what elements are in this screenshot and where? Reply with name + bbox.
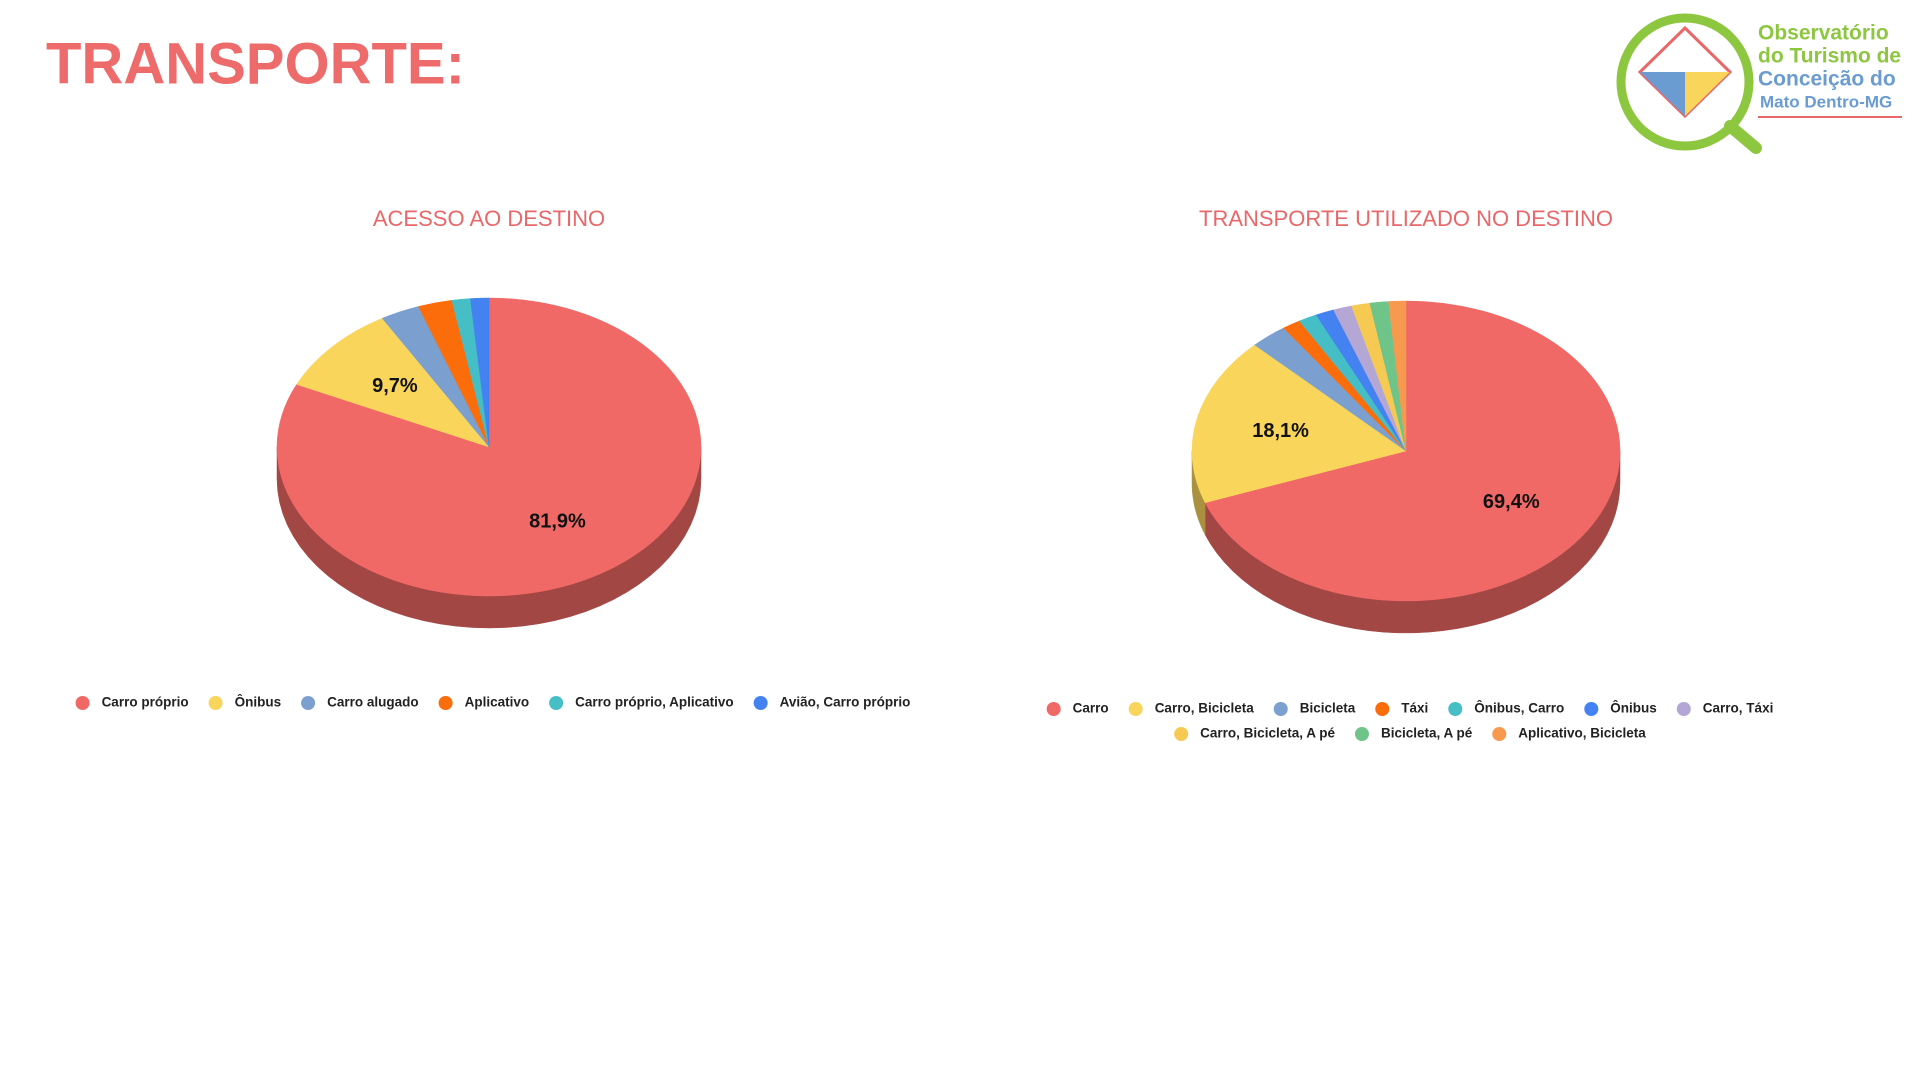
legend-label: Carro, Táxi (1703, 701, 1774, 716)
logo-icon (1640, 72, 1685, 116)
legend-label: Carro, Bicicleta, A pé (1200, 726, 1335, 741)
legend-item: Ônibus, Carro (1448, 701, 1564, 716)
legend-marker (1584, 702, 1599, 716)
legend-label: Carro (1073, 701, 1109, 716)
legend-marker (301, 696, 316, 710)
legend-marker (208, 696, 223, 710)
legend-marker (1375, 702, 1390, 716)
legend-label: Ônibus (1610, 701, 1657, 716)
legend-item: Carro, Bicicleta, A pé (1174, 726, 1335, 741)
slice (1388, 300, 1407, 452)
legend-marker (753, 696, 768, 710)
slice (1204, 300, 1621, 602)
logo-text: Observatório (1758, 22, 1889, 45)
legend-marker (1046, 702, 1061, 716)
legend-label: Carro, Bicicleta (1155, 701, 1255, 716)
legend-item: Táxi (1375, 701, 1428, 716)
legend-item: Ônibus (1584, 701, 1657, 716)
legend-label: Aplicativo, Bicicleta (1518, 726, 1646, 741)
legend-marker (1174, 727, 1189, 741)
legend-item: Aplicativo, Bicicleta (1492, 726, 1646, 741)
legend-item: Aplicativo (438, 695, 530, 710)
legend-item: Carro próprio, Aplicativo (549, 695, 734, 710)
slice (470, 297, 490, 448)
legend-marker (1128, 702, 1143, 716)
logo: Observatório do Turismo de Conceição do … (1616, 13, 1902, 154)
legend-label: Táxi (1401, 701, 1428, 716)
legend-label: Carro próprio, Aplicativo (575, 695, 734, 710)
legend-item: Carro, Bicicleta (1128, 701, 1255, 716)
legend-item: Avião, Carro próprio (753, 695, 911, 710)
legend-marker (75, 696, 90, 710)
data-label: 18,1% (1252, 420, 1309, 442)
data-label: 81,9% (529, 511, 586, 533)
chart-title: ACESSO AO DESTINO (373, 206, 605, 231)
legend-marker (1448, 702, 1463, 716)
logo-text: Mato Dentro-MG (1760, 92, 1892, 111)
legend-label: Ônibus (235, 695, 282, 710)
legend-label: Avião, Carro próprio (780, 695, 911, 710)
legend-item: Bicicleta, A pé (1354, 726, 1473, 741)
data-label: 69,4% (1483, 491, 1540, 513)
slice (1191, 344, 1407, 503)
legend-marker (1676, 702, 1691, 716)
legend-item: Ônibus (208, 695, 282, 710)
page-title: TRANSPORTE: (46, 31, 465, 96)
chart-title: TRANSPORTE UTILIZADO NO DESTINO (1199, 206, 1613, 231)
legend-item: Carro próprio (75, 695, 189, 710)
legend-label: Ônibus, Carro (1474, 701, 1564, 716)
legend-label: Aplicativo (465, 695, 530, 710)
legend-item: Carro, Táxi (1676, 701, 1774, 716)
legend-marker (1354, 727, 1369, 741)
logo-text: Conceição do (1758, 68, 1896, 91)
logo-icon (1685, 72, 1730, 116)
legend-label: Bicicleta (1300, 701, 1356, 716)
legend-label: Carro alugado (327, 695, 419, 710)
legend-item: Carro alugado (301, 695, 419, 710)
slice (296, 317, 490, 448)
logo-ring (1616, 13, 1754, 151)
logo-text: do Turismo de (1758, 45, 1901, 68)
legend-label: Bicicleta, A pé (1381, 726, 1473, 741)
legend-marker (549, 696, 564, 710)
logo-handle (1724, 120, 1762, 154)
legend-marker (438, 696, 453, 710)
legend-item: Carro (1046, 701, 1109, 716)
legend-item: Bicicleta (1273, 701, 1356, 716)
legend-marker (1492, 727, 1507, 741)
data-label: 9,7% (372, 375, 418, 397)
legend-label: Carro próprio (102, 695, 189, 710)
legend-marker (1273, 702, 1288, 716)
